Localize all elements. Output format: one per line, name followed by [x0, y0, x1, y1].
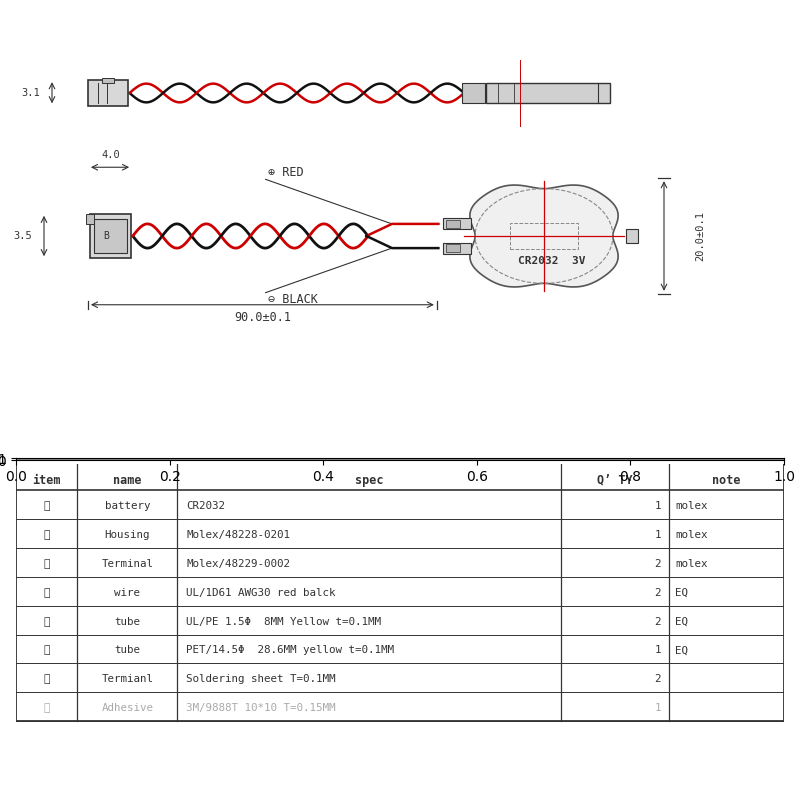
Text: Terminal: Terminal: [102, 559, 154, 569]
Text: 2: 2: [654, 674, 661, 684]
Text: Molex/48228-0201: Molex/48228-0201: [186, 530, 290, 540]
Text: ③: ③: [43, 559, 50, 569]
Text: CR2032: CR2032: [186, 501, 226, 511]
Bar: [443, 242, 470, 254]
Text: Housing: Housing: [105, 530, 150, 540]
Text: ⑤: ⑤: [43, 617, 50, 626]
Text: molex: molex: [675, 501, 707, 511]
Text: spec: spec: [355, 474, 383, 486]
Text: molex: molex: [675, 530, 707, 540]
Bar: [443, 218, 470, 230]
Text: Molex/48229-0002: Molex/48229-0002: [186, 559, 290, 569]
Text: name: name: [113, 474, 142, 486]
Polygon shape: [470, 185, 618, 287]
Text: wire: wire: [114, 588, 140, 598]
Bar: [16, 462, 784, 721]
Text: EQ: EQ: [675, 588, 688, 598]
Text: B: B: [103, 231, 110, 241]
Text: 4.0: 4.0: [101, 150, 120, 159]
Text: ⑦: ⑦: [43, 674, 50, 684]
Text: 2: 2: [654, 617, 661, 626]
Text: 3.5: 3.5: [13, 231, 32, 241]
Text: 1: 1: [654, 646, 661, 655]
Text: Q’ TY: Q’ TY: [598, 474, 633, 486]
Text: ①: ①: [43, 501, 50, 511]
Text: tube: tube: [114, 646, 140, 655]
Text: PET/14.5Φ  28.6MM yellow t=0.1MM: PET/14.5Φ 28.6MM yellow t=0.1MM: [186, 646, 394, 655]
Text: tube: tube: [114, 617, 140, 626]
Text: UL/1D61 AWG30 red balck: UL/1D61 AWG30 red balck: [186, 588, 336, 598]
Text: 2: 2: [654, 559, 661, 569]
Text: EQ: EQ: [675, 646, 688, 655]
Bar: [486, 82, 610, 103]
Text: 1: 1: [654, 530, 661, 540]
Text: 90.0±0.1: 90.0±0.1: [234, 311, 291, 324]
Bar: [86, 214, 94, 224]
Bar: [462, 83, 485, 103]
Text: CR2032  3V: CR2032 3V: [518, 256, 586, 266]
Text: molex: molex: [675, 559, 707, 569]
Bar: [446, 220, 460, 228]
Text: Soldering sheet T=0.1MM: Soldering sheet T=0.1MM: [186, 674, 336, 684]
Bar: [510, 223, 578, 249]
Text: 2: 2: [654, 588, 661, 598]
Bar: [90, 214, 131, 258]
Text: Adhesive: Adhesive: [102, 703, 154, 713]
Bar: [94, 219, 127, 253]
Bar: [102, 78, 114, 83]
Text: ②: ②: [43, 530, 50, 540]
Bar: [88, 80, 128, 106]
Text: 3M/9888T 10*10 T=0.15MM: 3M/9888T 10*10 T=0.15MM: [186, 703, 336, 713]
Text: 3.1: 3.1: [21, 88, 40, 98]
Text: note: note: [712, 474, 741, 486]
Text: Termianl: Termianl: [102, 674, 154, 684]
Text: ⊖ BLACK: ⊖ BLACK: [268, 293, 318, 306]
Text: ⑥: ⑥: [43, 646, 50, 655]
Text: 20.0±0.1: 20.0±0.1: [695, 211, 705, 261]
Text: 1: 1: [654, 703, 661, 713]
Text: battery: battery: [105, 501, 150, 511]
Text: UL/PE 1.5Φ  8MM Yellow t=0.1MM: UL/PE 1.5Φ 8MM Yellow t=0.1MM: [186, 617, 382, 626]
Text: ④: ④: [43, 588, 50, 598]
Text: ⊕ RED: ⊕ RED: [268, 166, 304, 179]
Text: ⑧: ⑧: [43, 703, 50, 713]
Text: item: item: [33, 474, 61, 486]
Text: EQ: EQ: [675, 617, 688, 626]
Text: 1: 1: [654, 501, 661, 511]
Bar: [626, 230, 638, 242]
Bar: [446, 244, 460, 252]
